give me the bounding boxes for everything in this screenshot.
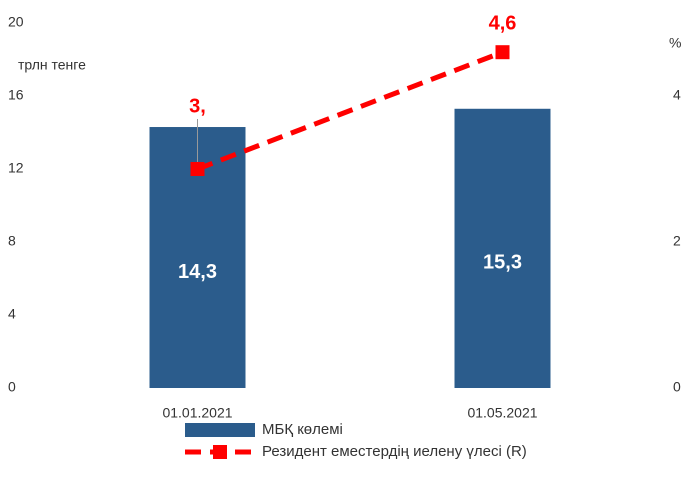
line [196,49,504,172]
y-tick-label: 12 [8,160,24,176]
y2-tick-label: 2 [673,233,681,249]
line-marker [190,162,205,176]
y-tick-label: 0 [8,379,16,395]
y2-axis-label: % [669,35,681,51]
legend-label: Резидент еместердің иелену үлесі (R) [262,443,527,460]
y2-tick-label: 4 [673,87,681,103]
y-tick-label: 16 [8,87,24,103]
bar-value-label: 14,3 [178,261,217,283]
y-axis-label: трлн тенге [18,57,86,73]
y-tick-label: 8 [8,233,16,249]
legend-label: МБҚ көлемі [262,421,343,438]
y-tick-label: 4 [8,306,16,322]
y-tick-label: 20 [8,14,24,30]
line-marker [495,45,510,60]
bar [454,108,551,389]
line-value-label: 4,6 [489,12,517,34]
y2-tick-label: 0 [673,379,681,395]
x-tick-label: 01.01.2021 [162,405,232,421]
legend-swatch [185,423,255,437]
x-tick-label: 01.05.2021 [467,405,537,421]
legend-swatch [213,445,227,459]
line-value-label: 3, [189,95,206,117]
bar-value-label: 15,3 [483,252,522,274]
